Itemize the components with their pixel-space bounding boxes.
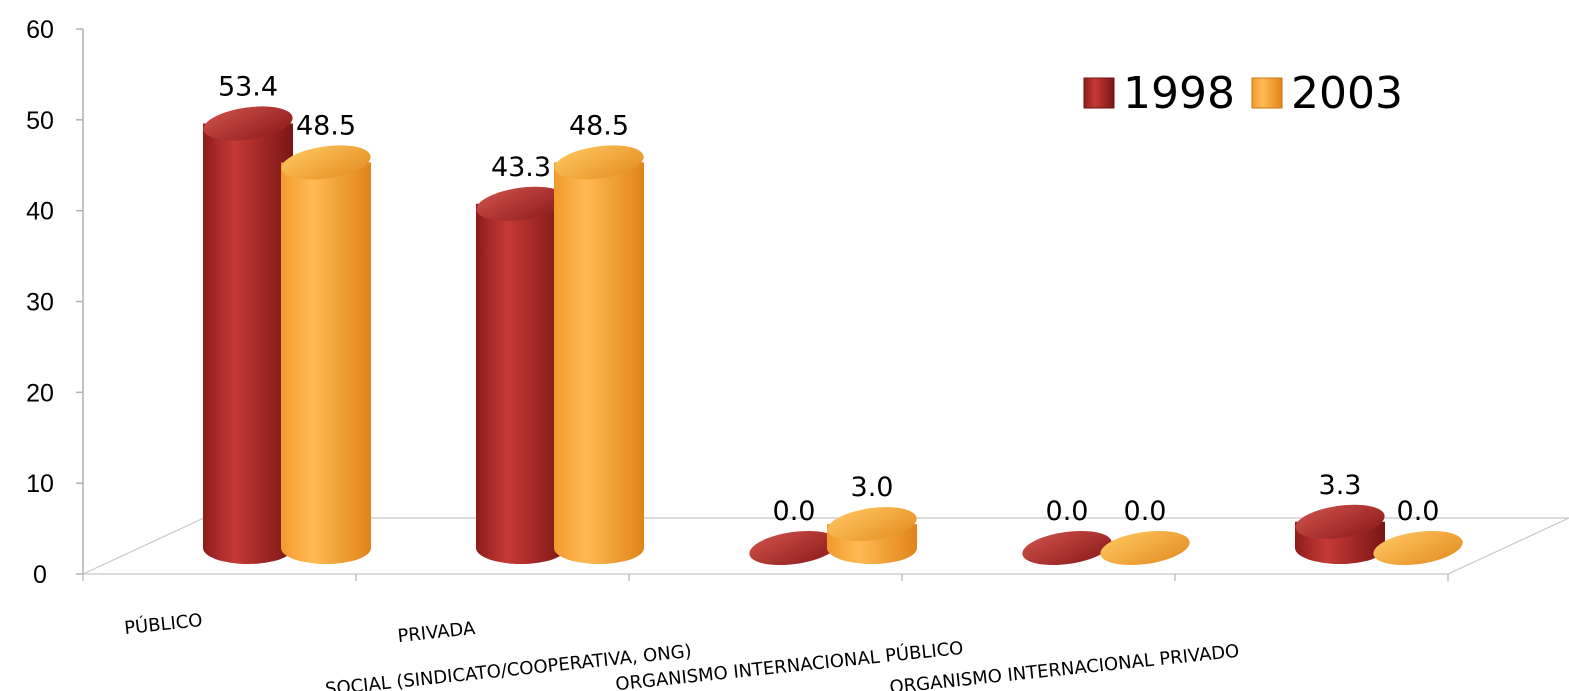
bar-cap (476, 186, 566, 221)
bar-1998-0 (203, 106, 293, 564)
bar-1998-4 (1295, 504, 1385, 564)
bars (203, 106, 1463, 566)
data-label-1998-0: 53.4 (218, 71, 278, 102)
bar-2003-3 (1100, 530, 1190, 566)
bar-cap (554, 145, 644, 180)
data-label-2003-2: 3.0 (851, 472, 894, 503)
bar-cap (1022, 530, 1112, 566)
y-tick-label: 50 (26, 107, 54, 135)
bar-cap (1373, 530, 1463, 566)
legend-item-2003: 2003 (1251, 68, 1403, 119)
bar-cap (281, 145, 371, 180)
bar-cap (1100, 530, 1190, 566)
legend-label-2003: 2003 (1291, 68, 1403, 119)
y-tick-label: 20 (26, 379, 54, 407)
bar-body (554, 162, 644, 565)
y-tick-label: 60 (26, 16, 54, 44)
y-tick-label: 0 (33, 561, 47, 589)
bar-cap (1295, 504, 1385, 539)
legend-label-1998: 1998 (1123, 68, 1235, 119)
bar-2003-2 (827, 507, 917, 564)
bar-2003-0 (281, 145, 371, 565)
legend: 1998 2003 (1083, 68, 1403, 119)
bar-cap (749, 530, 839, 566)
data-label-2003-0: 48.5 (296, 110, 356, 141)
y-tick-label: 30 (26, 289, 54, 317)
data-label-2003-3: 0.0 (1124, 496, 1167, 527)
data-labels: 53.4 43.3 0.0 0.0 3.3 48.5 48.5 3.0 0.0 0.0 (218, 71, 1440, 527)
x-ticks (82, 574, 1449, 581)
y-ticks: 0 10 20 30 40 50 60 (26, 16, 83, 589)
data-label-1998-2: 0.0 (773, 496, 816, 527)
category-label-0: PÚBLICO (123, 609, 203, 639)
bar-1998-1 (476, 186, 566, 564)
data-label-2003-4: 0.0 (1397, 496, 1440, 527)
legend-item-1998: 1998 (1083, 68, 1235, 119)
legend-swatch-2003 (1251, 77, 1283, 109)
y-tick-label: 10 (26, 470, 54, 498)
data-label-1998-3: 0.0 (1046, 496, 1089, 527)
bar-body (281, 162, 371, 565)
axes: 0 10 20 30 40 50 60 (26, 16, 1569, 589)
bar-2003-4 (1373, 530, 1463, 566)
legend-swatch-1998 (1083, 77, 1115, 109)
data-label-2003-1: 48.5 (569, 110, 629, 141)
data-label-1998-4: 3.3 (1319, 470, 1362, 501)
category-label-1: PRIVADA (397, 618, 477, 647)
bar-body (476, 203, 566, 564)
bar-1998-2 (749, 530, 839, 566)
bar-1998-3 (1022, 530, 1112, 566)
data-label-1998-1: 43.3 (491, 152, 551, 183)
chart-floor (82, 517, 1569, 575)
bar-cap (827, 507, 917, 542)
bar-body (203, 123, 293, 564)
bar-2003-1 (554, 145, 644, 565)
y-tick-label: 40 (26, 198, 54, 226)
bar-cap (203, 106, 293, 141)
